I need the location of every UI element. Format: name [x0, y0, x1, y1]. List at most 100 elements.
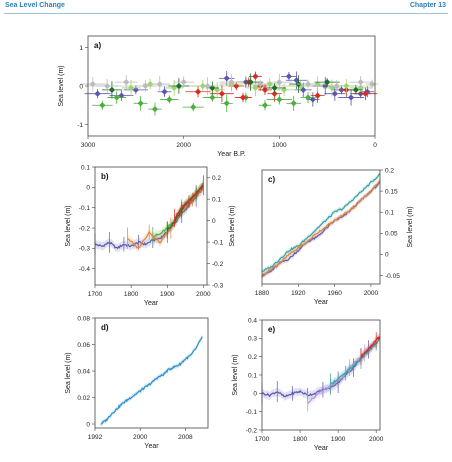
data-point [223, 75, 230, 82]
right-y-tick-label: -0.2 [212, 261, 224, 268]
data-point [228, 79, 235, 86]
plot-frame [94, 166, 208, 286]
data-point [104, 82, 111, 90]
plot-frame [261, 169, 381, 285]
y-tick-label: 0.02 [77, 395, 90, 402]
data-point [127, 84, 135, 92]
series-line [100, 336, 203, 425]
y-tick-label: 0.3 [248, 336, 257, 343]
data-point [175, 82, 182, 90]
right-y-tick-label: -0.1 [212, 239, 224, 246]
y-tick-label: 0.1 [81, 164, 90, 171]
panel-d: 1992 2000 2008 0 0.02 0.04 0.06 0.08 Year Sea lev… [65, 315, 209, 450]
x-tick-label: 1800 [293, 436, 308, 443]
x-tick-label: 1880 [255, 290, 270, 297]
y-tick-label: 0 [385, 252, 389, 259]
series-line [261, 341, 377, 398]
plot-frame [94, 317, 209, 429]
x-tick-label: 1700 [88, 291, 103, 298]
series-uncertainty [307, 343, 373, 408]
data-point [290, 100, 297, 107]
data-point [108, 86, 116, 93]
series-line [166, 185, 204, 231]
data-point [166, 96, 173, 103]
x-tick-label: 1900 [160, 291, 175, 298]
data-point [180, 79, 187, 86]
data-point [151, 105, 159, 113]
y-tick-label: 0.2 [248, 354, 257, 361]
data-point [194, 88, 202, 95]
right-y-tick-label: -0.3 [212, 282, 224, 289]
data-point [223, 100, 230, 107]
series-line [330, 337, 381, 385]
plot-frame [261, 319, 381, 431]
right-y-tick-label: 0 [212, 218, 216, 225]
data-point [190, 104, 197, 111]
data-point [94, 90, 101, 97]
series-uncertainty [262, 180, 380, 279]
series-line [261, 173, 381, 273]
x-tick-label: 1000 [272, 142, 287, 149]
y-axis-label: Sea level (m) [407, 206, 414, 247]
y-tick-label: 0.15 [385, 188, 398, 195]
data-point [252, 84, 259, 92]
data-point [156, 80, 163, 88]
y-tick-label: 0.1 [248, 372, 257, 379]
data-point [204, 82, 211, 90]
y-tick-label: -0.1 [246, 409, 258, 416]
y-tick-label: 0.05 [385, 231, 398, 238]
y-tick-label: -0.2 [79, 225, 91, 232]
panel-e: 1700 1800 1900 2000 -0.2 -0.1 0 0.1 0.2 0.3 0.4 Yea… [232, 317, 384, 452]
data-point [357, 79, 364, 86]
data-point [252, 73, 259, 80]
y-tick-label: -0.1 [79, 205, 91, 212]
y-tick-label: -0.4 [79, 266, 91, 273]
data-point [261, 102, 269, 109]
data-point [276, 96, 283, 103]
x-axis-label: Year [314, 445, 329, 452]
data-point [343, 82, 350, 90]
panel-label: b) [101, 172, 109, 181]
data-point [89, 80, 96, 88]
x-axis-label: Year [144, 300, 159, 307]
y-tick-label: 0 [253, 391, 257, 398]
y-tick-label: 1 [79, 45, 83, 52]
panel-label: e) [268, 325, 275, 334]
data-point [161, 88, 168, 95]
data-point [113, 94, 120, 101]
panel-b: 1700 1800 1900 2000 -0.4 -0.3 -0.2 -0.1 0 0.1 -0.3… [65, 164, 236, 307]
data-point [285, 73, 293, 80]
right-y-tick-label: 0.1 [212, 196, 221, 203]
y-axis-label: Sea level (m) [58, 65, 65, 106]
x-tick-label: 2008 [178, 434, 193, 441]
y-tick-label: 0.04 [77, 368, 90, 375]
y-axis-label: Sea level (m) [65, 205, 72, 246]
x-axis-label: Year B.P. [217, 151, 245, 158]
x-tick-label: 3000 [81, 142, 96, 149]
x-tick-label: 0 [373, 142, 377, 149]
series-line [360, 336, 381, 358]
x-tick-label: 1800 [124, 291, 139, 298]
y-tick-label: 0 [86, 185, 90, 192]
x-tick-label: 1900 [331, 436, 346, 443]
series-uncertainty [262, 178, 380, 279]
series-uncertainty [127, 185, 204, 252]
running-header-left: Sea Level Change [5, 2, 65, 9]
y-tick-label: -1 [77, 122, 83, 129]
right-y-axis-label: Sea level (m) [229, 205, 236, 246]
x-tick-label: 2000 [133, 434, 148, 441]
x-tick-label: 1960 [327, 290, 342, 297]
panel-a: 3000 2000 1000 0 -1 0 1 Year B.P. Sea level (m) a… [58, 35, 379, 158]
y-tick-label: -0.2 [246, 427, 258, 434]
series-line [261, 180, 381, 277]
x-tick-label: 1920 [291, 290, 306, 297]
data-point [137, 100, 144, 107]
x-tick-label: 1992 [88, 434, 103, 441]
panel-label: c) [268, 175, 275, 184]
y-tick-label: 0.4 [248, 317, 257, 324]
panel-label: d) [101, 323, 109, 332]
running-header-right: Chapter 13 [409, 2, 446, 9]
data-point [239, 94, 247, 101]
data-point [218, 90, 226, 97]
